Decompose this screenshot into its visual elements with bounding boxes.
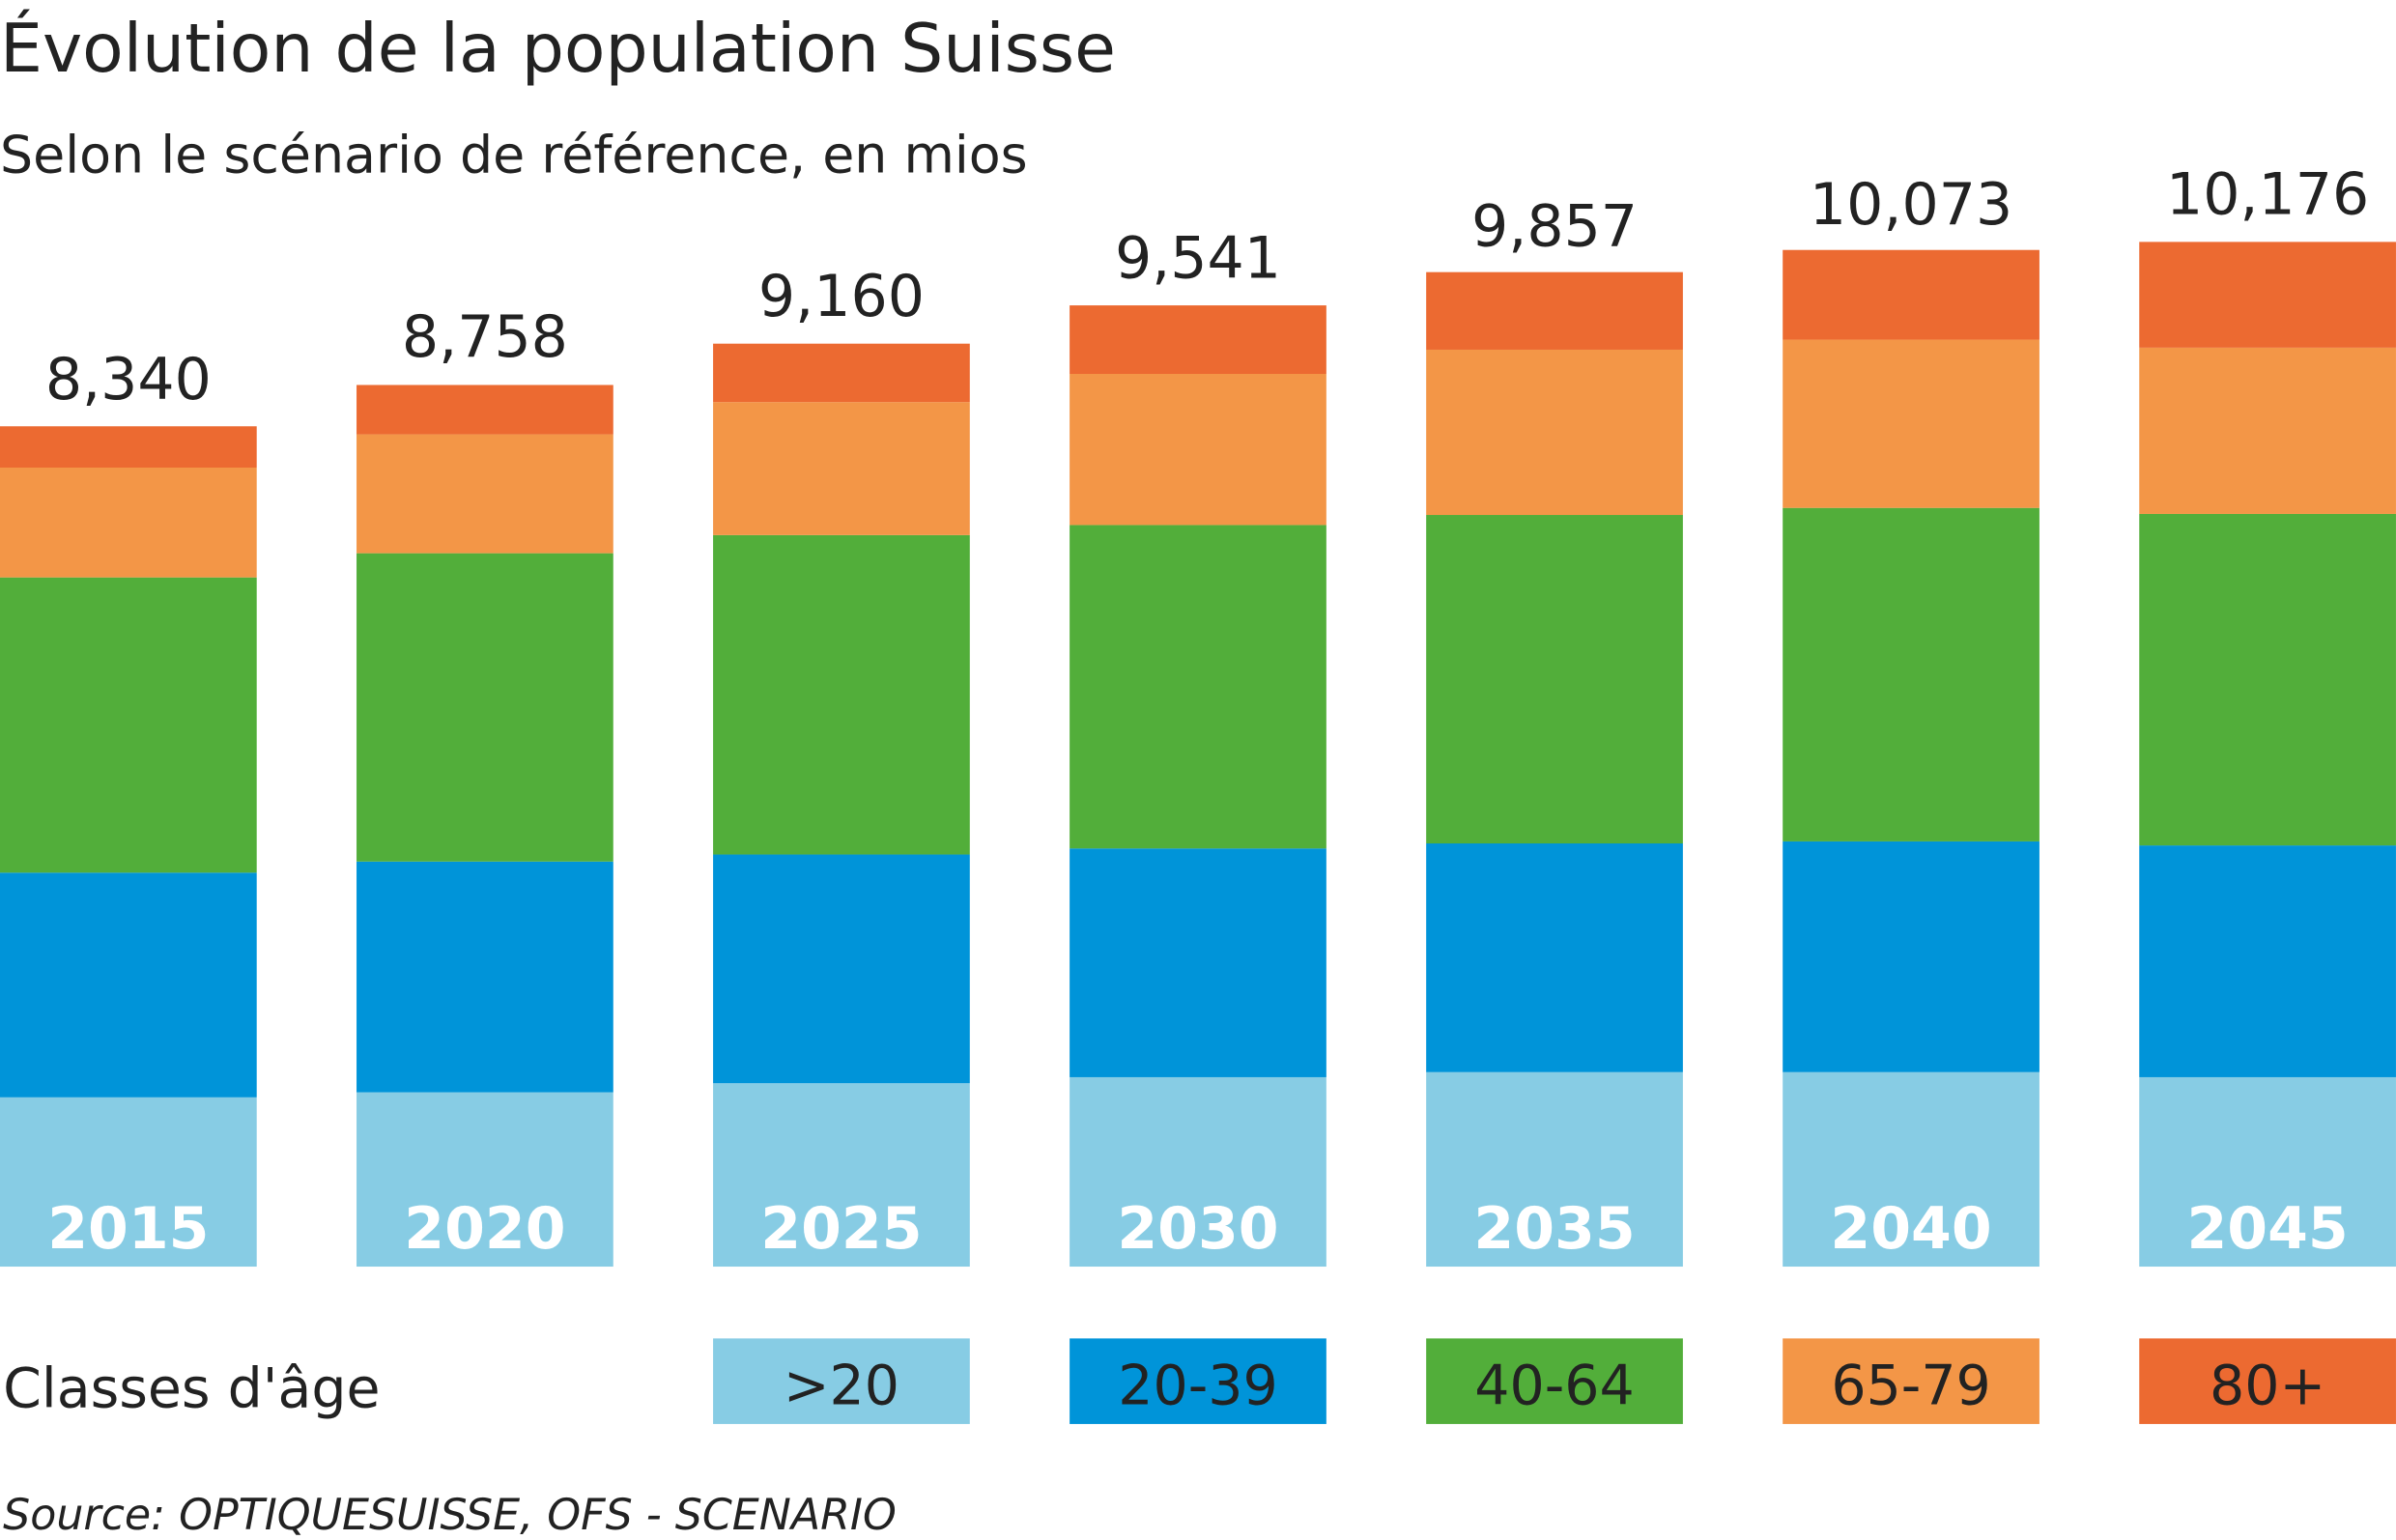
bar-segment xyxy=(2139,347,2396,514)
total-label: 9,541 xyxy=(1115,225,1281,293)
bar-segment xyxy=(1070,1076,1326,1268)
total-label: 9,160 xyxy=(758,263,925,330)
bar-segment xyxy=(0,1097,257,1268)
bar-segment xyxy=(1070,305,1326,375)
bar-segment xyxy=(0,577,257,873)
bar-segment xyxy=(1783,841,2039,1072)
total-label: 8,340 xyxy=(45,346,212,414)
category-label: 2040 xyxy=(1830,1195,1991,1263)
bar-segment xyxy=(0,872,257,1098)
category-label: 2025 xyxy=(760,1195,922,1263)
total-label: 10,073 xyxy=(1810,171,2012,239)
total-label: 10,176 xyxy=(2166,160,2369,228)
bar-segment xyxy=(2139,1076,2396,1268)
bar-segment xyxy=(713,402,970,535)
legend-title: Classes d'âge xyxy=(3,1357,380,1421)
chart-title: Évolution de la population Suisse xyxy=(0,9,1116,88)
bar-segment xyxy=(357,553,613,862)
category-label: 2020 xyxy=(404,1195,565,1263)
bar-segment xyxy=(1783,339,2039,508)
bar-segment xyxy=(357,861,613,1093)
category-label: 2045 xyxy=(2186,1195,2348,1263)
legend-label: 80+ xyxy=(2210,1354,2325,1417)
bar-segment xyxy=(357,434,613,554)
bar-segment xyxy=(357,385,613,435)
bar-segment xyxy=(357,1092,613,1268)
bar-segment xyxy=(1426,1071,1683,1268)
source: Source: OPTIQUESUISSE, OFS - SCENARIO xyxy=(3,1491,897,1540)
bar-segment xyxy=(1426,515,1683,844)
category-label: 2015 xyxy=(47,1195,209,1263)
bar-segment xyxy=(2139,513,2396,846)
legend-label: 40-64 xyxy=(1474,1354,1634,1417)
legend-swatch xyxy=(2139,1338,2396,1424)
legend-swatch xyxy=(1783,1338,2039,1424)
legend-swatch xyxy=(713,1338,970,1424)
legend-label: 20-39 xyxy=(1118,1354,1277,1417)
bar-segment xyxy=(0,426,257,468)
bar-segment xyxy=(1426,349,1683,516)
legend-label: >20 xyxy=(784,1354,899,1417)
bar-segment xyxy=(1783,249,2039,340)
bar-segment xyxy=(0,467,257,578)
bar-segment xyxy=(713,534,970,855)
total-label: 9,857 xyxy=(1471,193,1638,261)
bar-segment xyxy=(1783,1071,2039,1268)
legend-swatch xyxy=(1426,1338,1683,1424)
total-label: 8,758 xyxy=(402,303,568,371)
bar-segment xyxy=(1070,374,1326,526)
category-label: 2030 xyxy=(1117,1195,1278,1263)
bar-segment xyxy=(2139,845,2396,1077)
bar-segment xyxy=(713,1083,970,1268)
bar-segment xyxy=(713,343,970,403)
legend-swatch xyxy=(1070,1338,1326,1424)
bar-segment xyxy=(713,854,970,1084)
bar-segment xyxy=(1426,271,1683,350)
legend-label: 65-79 xyxy=(1831,1354,1990,1417)
bar-segment xyxy=(1070,525,1326,849)
category-label: 2035 xyxy=(1473,1195,1635,1263)
bar-segment xyxy=(1426,843,1683,1072)
bar-segment xyxy=(1070,848,1326,1077)
bar-segment xyxy=(2139,242,2396,348)
chart-subtitle: Selon le scénario de référence, en mios xyxy=(0,125,1028,185)
bar-segment xyxy=(1783,507,2039,841)
